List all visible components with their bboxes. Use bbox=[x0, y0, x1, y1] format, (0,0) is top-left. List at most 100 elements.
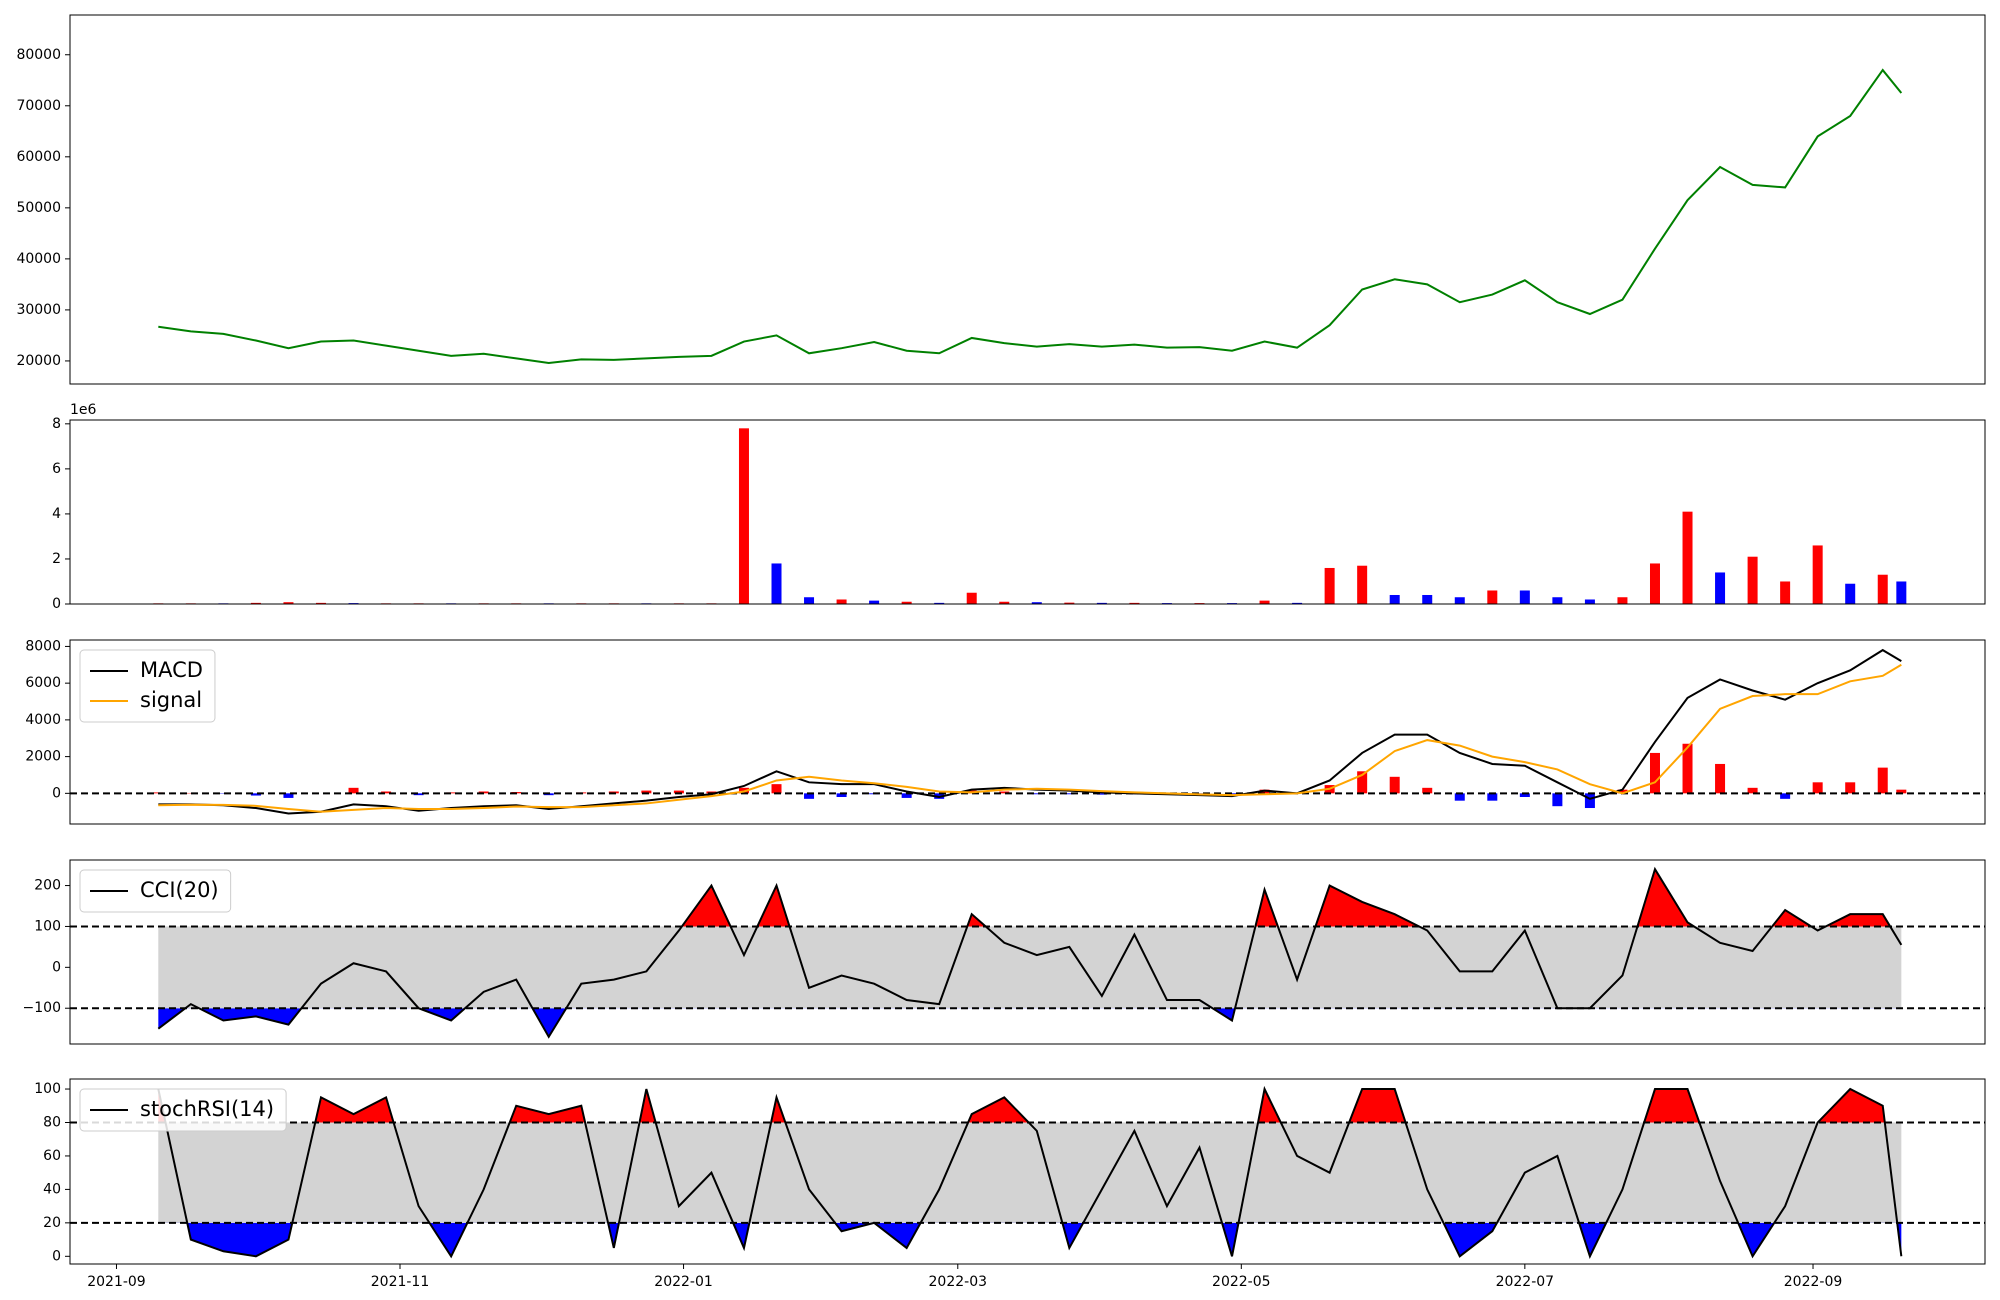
y-tick-label: 200 bbox=[34, 878, 61, 894]
histogram-bar bbox=[1747, 787, 1758, 794]
bar bbox=[315, 602, 326, 604]
plot-frame bbox=[69, 859, 1986, 1045]
y-tick-label: 40 bbox=[43, 1181, 61, 1197]
histogram-bar bbox=[1845, 782, 1856, 794]
bar bbox=[1324, 567, 1335, 604]
bar bbox=[1031, 602, 1042, 604]
bar bbox=[283, 602, 294, 604]
legend: MACD signal bbox=[79, 649, 216, 723]
oversold-fill bbox=[187, 1222, 1902, 1257]
legend-label: stochRSI(14) bbox=[140, 1097, 274, 1121]
bar bbox=[804, 597, 815, 604]
y-tick-label: 100 bbox=[34, 1081, 61, 1097]
y-tick-label: 0 bbox=[52, 959, 61, 975]
oversold-fill bbox=[158, 1008, 1236, 1037]
series-line bbox=[157, 1085, 1903, 1259]
y-tick-label: 0 bbox=[52, 1248, 61, 1264]
bar bbox=[1715, 572, 1726, 604]
legend-box bbox=[79, 869, 232, 913]
series-line bbox=[158, 663, 1902, 813]
bar bbox=[1877, 574, 1888, 604]
y-tick-label: 20 bbox=[43, 1215, 61, 1231]
histogram-bar bbox=[1649, 752, 1660, 794]
bar bbox=[869, 600, 880, 604]
bar bbox=[1064, 602, 1075, 604]
plot-frame bbox=[69, 14, 1986, 385]
bar bbox=[966, 592, 977, 604]
bar bbox=[771, 563, 782, 604]
y-tick-label: 6000 bbox=[25, 675, 61, 691]
histogram-bar bbox=[771, 784, 782, 794]
histogram-bar bbox=[1096, 793, 1107, 795]
bar bbox=[1896, 581, 1907, 604]
bar bbox=[999, 601, 1010, 604]
plot-area bbox=[70, 648, 1985, 815]
overbought-fill bbox=[158, 1089, 1902, 1123]
bar bbox=[1096, 602, 1107, 604]
x-tick-label: 2021-09 bbox=[87, 1274, 146, 1290]
histogram-bar bbox=[1780, 793, 1791, 799]
bar bbox=[1747, 556, 1758, 604]
plot-frame bbox=[69, 1078, 1986, 1265]
plot-frame bbox=[69, 639, 1986, 825]
bar bbox=[1454, 597, 1465, 604]
histogram-bar bbox=[1519, 793, 1530, 798]
histogram-bar bbox=[836, 793, 847, 798]
neutral-band bbox=[158, 1122, 1902, 1223]
plot-frame bbox=[69, 419, 1986, 605]
y-tick-label: −100 bbox=[23, 1000, 61, 1016]
histogram-bar bbox=[413, 793, 424, 796]
plot-area bbox=[153, 428, 1907, 604]
y-tick-label: 2000 bbox=[25, 749, 61, 765]
bar bbox=[1552, 597, 1563, 604]
histogram-bar bbox=[1389, 776, 1400, 794]
histogram-bar bbox=[1877, 767, 1888, 794]
histogram-bar bbox=[1454, 793, 1465, 801]
y-tick-label: 4000 bbox=[25, 712, 61, 728]
legend-label: CCI(20) bbox=[140, 878, 219, 902]
histogram-bar bbox=[999, 791, 1010, 794]
bar bbox=[250, 602, 261, 604]
histogram-bar bbox=[1064, 793, 1075, 795]
y-tick-label: 4 bbox=[52, 506, 61, 522]
histogram-bar bbox=[283, 793, 294, 798]
legend-box bbox=[79, 1088, 287, 1132]
bar bbox=[1519, 590, 1530, 604]
bar bbox=[1649, 563, 1660, 604]
bar bbox=[1422, 594, 1433, 604]
histogram-bar bbox=[1031, 793, 1042, 795]
y-tick-label: 80000 bbox=[16, 47, 61, 63]
bar bbox=[1682, 511, 1693, 604]
bar bbox=[836, 599, 847, 604]
x-tick-label: 2022-01 bbox=[654, 1274, 713, 1290]
bar bbox=[901, 601, 912, 604]
y-tick-label: 0 bbox=[52, 596, 61, 612]
legend-label: MACD bbox=[140, 658, 203, 682]
y-tick-label: 2 bbox=[52, 551, 61, 567]
bar bbox=[1357, 565, 1368, 604]
y-tick-label: 8000 bbox=[25, 638, 61, 654]
histogram-bar bbox=[641, 790, 652, 794]
legend: stochRSI(14) bbox=[79, 1088, 287, 1132]
histogram-bar bbox=[1715, 763, 1726, 794]
bar bbox=[1845, 583, 1856, 604]
histogram-bar bbox=[1584, 793, 1595, 809]
x-tick-label: 2021-11 bbox=[371, 1274, 430, 1290]
y-tick-label: 20000 bbox=[16, 353, 61, 369]
x-tick-label: 2022-09 bbox=[1784, 1274, 1843, 1290]
y-tick-label: 40000 bbox=[16, 251, 61, 267]
y-tick-label: 6 bbox=[52, 461, 61, 477]
bar bbox=[934, 602, 945, 604]
histogram-bar bbox=[804, 793, 815, 799]
legend-label: signal bbox=[140, 688, 202, 712]
neutral-band bbox=[158, 926, 1902, 1009]
series-line bbox=[158, 68, 1903, 364]
histogram-bar bbox=[1422, 787, 1433, 794]
histogram-bar bbox=[250, 793, 261, 796]
bar bbox=[1780, 581, 1791, 604]
histogram-bar bbox=[1357, 771, 1368, 794]
histogram-bar bbox=[348, 787, 359, 794]
histogram-bar bbox=[446, 792, 457, 794]
y-tick-label: 70000 bbox=[16, 98, 61, 114]
